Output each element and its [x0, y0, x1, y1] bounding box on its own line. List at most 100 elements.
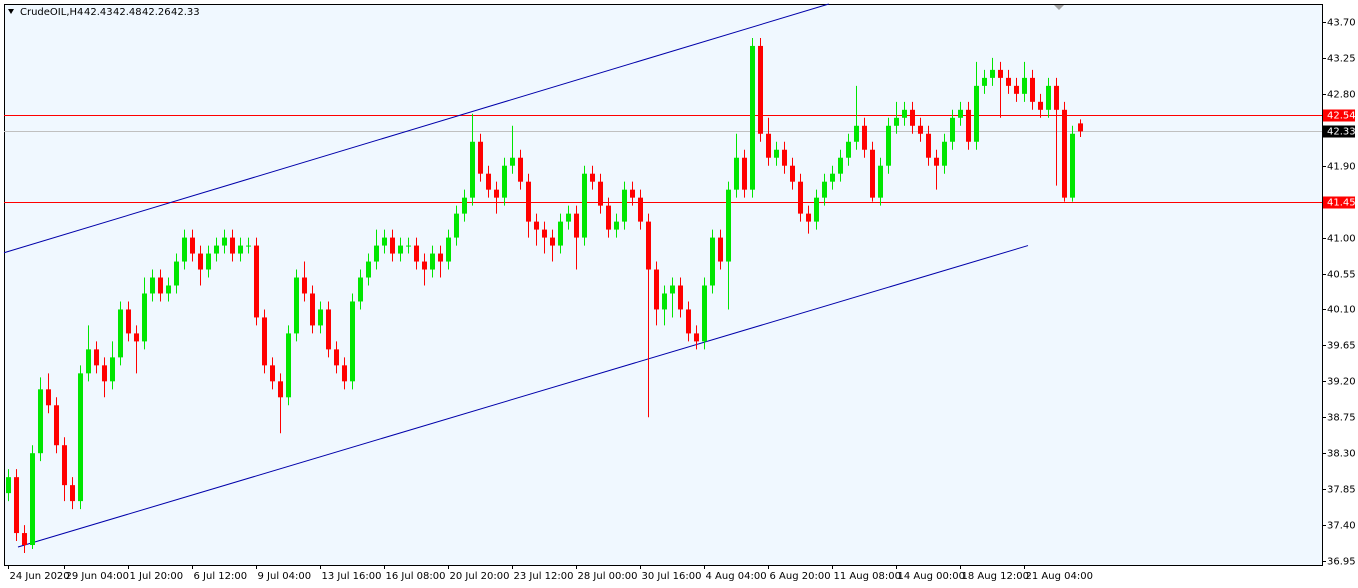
- price-level-box: [1323, 196, 1355, 209]
- candle-body: [798, 181, 803, 214]
- candle-body: [470, 141, 475, 198]
- candle-body: [422, 261, 427, 270]
- candle-body: [974, 85, 979, 142]
- candle-body: [870, 149, 875, 198]
- candle-body: [862, 125, 867, 150]
- plot: [3, 3, 1322, 554]
- candle-body: [582, 173, 587, 238]
- candle-body: [726, 189, 731, 262]
- x-tick-label: 20 Jul 20:00: [450, 571, 510, 582]
- candle-body: [846, 141, 851, 158]
- candle-body: [982, 77, 987, 86]
- candle-body: [574, 213, 579, 238]
- candle-body: [934, 157, 939, 166]
- candle-body: [486, 173, 491, 190]
- candle-body: [702, 285, 707, 342]
- y-tick-label: 39.65: [1327, 341, 1356, 352]
- candle-body: [598, 181, 603, 206]
- candle-body: [646, 221, 651, 270]
- candle-body: [1078, 123, 1083, 132]
- candle-body: [342, 365, 347, 382]
- candle-body: [734, 157, 739, 190]
- y-tick-label: 43.70: [1327, 18, 1356, 29]
- x-tick-label: 23 Jul 12:00: [514, 571, 574, 582]
- candle-body: [990, 69, 995, 78]
- candle-body: [150, 277, 155, 294]
- candle-body: [790, 165, 795, 182]
- candle-body: [878, 165, 883, 198]
- candle-body: [158, 277, 163, 294]
- x-tick-label: 28 Jul 00:00: [578, 571, 638, 582]
- candle-body: [766, 133, 771, 158]
- x-tick-label: 6 Aug 20:00: [770, 571, 831, 582]
- candle-body: [950, 117, 955, 142]
- candle-body: [366, 261, 371, 278]
- x-tick-label: 14 Aug 00:00: [898, 571, 965, 582]
- candle-body: [1006, 77, 1011, 86]
- y-tick-label: 39.20: [1327, 377, 1356, 388]
- candle-body: [326, 309, 331, 350]
- price-level-label: 41.45: [1327, 198, 1356, 209]
- ohlc-open: 42.43: [84, 7, 113, 18]
- ohlc-low: 42.26: [142, 7, 171, 18]
- candle-body: [1054, 85, 1059, 110]
- candle-body: [886, 125, 891, 166]
- plot-area: [4, 4, 1323, 566]
- candle-body: [270, 365, 275, 382]
- candle-body: [222, 237, 227, 246]
- candle-body: [86, 349, 91, 374]
- candle-body: [174, 261, 179, 286]
- x-tick-label: 4 Aug 04:00: [706, 571, 767, 582]
- candle-body: [662, 293, 667, 310]
- candle-body: [382, 237, 387, 246]
- candle-body: [294, 277, 299, 334]
- candle-body: [230, 237, 235, 254]
- candle-body: [814, 197, 819, 222]
- candle-body: [1014, 85, 1019, 94]
- candle-body: [30, 453, 35, 546]
- candle-body: [14, 477, 19, 534]
- candle-body: [902, 109, 907, 118]
- candle-body: [534, 221, 539, 230]
- candle-body: [518, 157, 523, 182]
- x-tick-label: 16 Jul 08:00: [386, 571, 446, 582]
- candle-body: [1070, 133, 1075, 198]
- candle-body: [926, 133, 931, 158]
- y-tick-label: 40.55: [1327, 270, 1356, 281]
- x-tick-label: 1 Jul 20:00: [130, 571, 184, 582]
- candle-body: [998, 69, 1003, 78]
- y-tick-label: 40.10: [1327, 305, 1356, 316]
- candle-body: [774, 149, 779, 158]
- candle-body: [654, 269, 659, 310]
- candle-body: [942, 141, 947, 166]
- candle-body: [838, 157, 843, 174]
- candle-body: [70, 485, 75, 502]
- candle-body: [78, 373, 83, 502]
- candle-body: [310, 293, 315, 326]
- candle-body: [718, 237, 723, 262]
- candle-body: [334, 349, 339, 366]
- candle-body: [1030, 77, 1035, 102]
- candle-body: [190, 237, 195, 254]
- candle-body: [350, 301, 355, 382]
- candle-body: [254, 245, 259, 318]
- candle-body: [438, 253, 443, 262]
- candle-body: [542, 229, 547, 238]
- symbol-title: CrudeOIL,H4: [20, 7, 83, 18]
- x-tick-label: 21 Aug 04:00: [1026, 571, 1093, 582]
- candle-body: [22, 533, 27, 546]
- candle-body: [94, 349, 99, 366]
- candle-body: [318, 309, 323, 326]
- y-tick-label: 41.00: [1327, 234, 1356, 245]
- candle-body: [550, 237, 555, 246]
- menu-arrow[interactable]: [8, 9, 14, 14]
- x-tick-label: 9 Jul 04:00: [258, 571, 312, 582]
- candle-body: [262, 317, 267, 366]
- candle-body: [966, 109, 971, 142]
- candle-body: [638, 197, 643, 222]
- candle-body: [182, 237, 187, 262]
- candle-body: [670, 285, 675, 294]
- candle-body: [606, 205, 611, 230]
- y-tick-label: 38.30: [1327, 449, 1356, 460]
- price-level-label: 42.54: [1327, 111, 1356, 122]
